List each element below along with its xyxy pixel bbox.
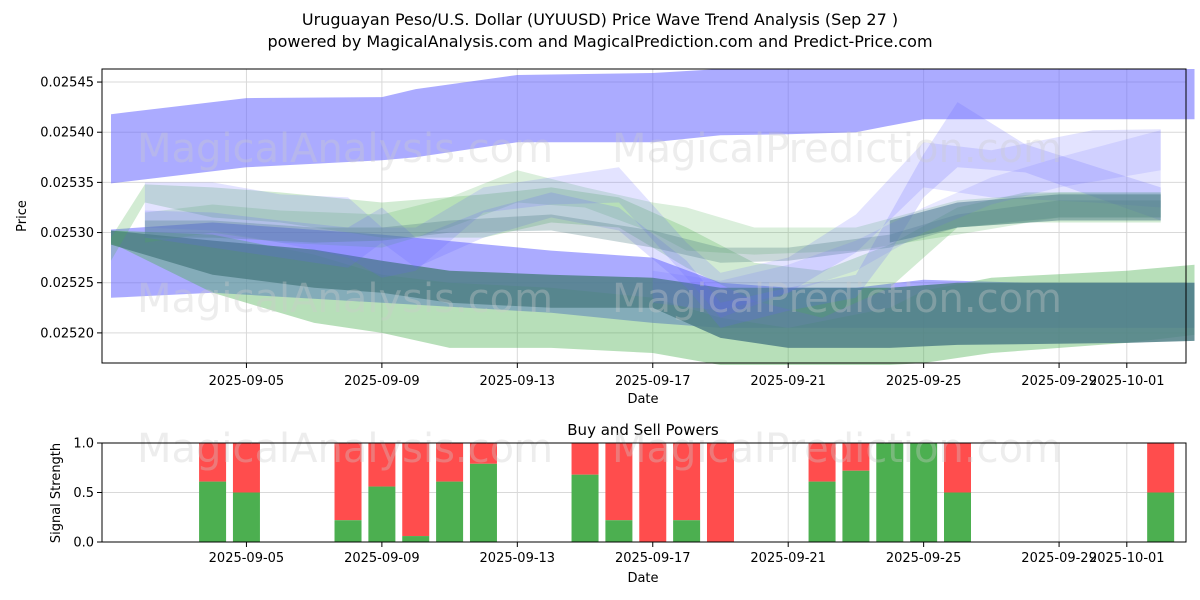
signal-x-tick-label: 2025-09-17 (615, 551, 691, 566)
watermark-prediction: MagicalPrediction.com (612, 276, 1062, 322)
signal-x-axis: 2025-09-05 2025-09-09 2025-09-13 2025-09-17… (209, 542, 1165, 566)
wave-band-green (111, 184, 1161, 318)
price-y-axis: 0.02520 0.02525 0.02530 0.02535 0.02540 0.025… (40, 76, 102, 341)
price-y-label: Price (15, 200, 30, 232)
signal-x-label: Date (627, 571, 658, 586)
signal-y-axis: 0.0 0.5 1.0 (73, 437, 102, 551)
price-y-tick-label: 0.02540 (40, 126, 94, 141)
watermark-prediction: MagicalPrediction.com (612, 126, 1062, 172)
signal-x-tick-label: 2025-09-29 (1021, 551, 1097, 566)
buy-power-bar (571, 474, 599, 542)
sell-power-bar (673, 443, 701, 521)
signal-x-tick-label: 2025-09-25 (886, 551, 962, 566)
buy-power-bar (944, 492, 971, 542)
wave-band-blue (144, 129, 1161, 318)
price-plot-frame (101, 68, 1187, 364)
price-x-tick-label: 2025-09-25 (886, 374, 962, 389)
sell-power-bar (368, 443, 396, 487)
buy-power-bar (605, 520, 633, 542)
signal-x-tick-label: 2025-09-13 (480, 551, 556, 566)
sell-power-bar (639, 443, 667, 542)
signal-x-tick-label: 2025-09-09 (344, 551, 420, 566)
buy-power-bar (334, 520, 362, 542)
buy-power-bar (1147, 492, 1175, 542)
buy-power-bar (436, 481, 464, 542)
price-y-tick-label: 0.02530 (40, 226, 94, 241)
price-x-label: Date (627, 392, 658, 407)
signal-bars (199, 443, 1175, 542)
chart-title-line1: Uruguayan Peso/U.S. Dollar (UYUUSD) Pric… (302, 10, 898, 29)
sell-power-bar (334, 443, 362, 521)
buy-power-bar (808, 481, 836, 542)
price-y-tick-label: 0.02545 (40, 76, 94, 91)
sell-power-bar (402, 443, 430, 537)
price-watermarks: MagicalAnalysis.com MagicalPrediction.co… (137, 126, 1062, 322)
wave-band-blue (652, 130, 1161, 311)
signal-x-tick-label: 2025-09-05 (209, 551, 285, 566)
signal-y-tick-label: 0.0 (73, 536, 94, 551)
buy-sell-title: Buy and Sell Powers (567, 421, 719, 439)
buy-power-bar (368, 486, 396, 542)
buy-power-bar (876, 443, 904, 542)
wave-band-blue (111, 69, 1195, 184)
signal-y-tick-label: 0.5 (73, 486, 94, 501)
buy-power-bar (232, 492, 260, 542)
watermark-analysis: MagicalAnalysis.com (137, 276, 553, 322)
price-y-tick-label: 0.02525 (40, 276, 94, 291)
price-x-tick-label: 2025-09-29 (1021, 374, 1097, 389)
price-x-axis: 2025-09-05 2025-09-09 2025-09-13 2025-09-17… (209, 363, 1165, 389)
price-x-tick-label: 2025-09-09 (344, 374, 420, 389)
signal-y-label: Signal Strength (49, 443, 64, 543)
sell-power-bar (199, 443, 227, 482)
price-x-tick-label: 2025-09-05 (209, 374, 285, 389)
signal-y-tick-label: 1.0 (73, 437, 94, 452)
sell-power-bar (436, 443, 464, 482)
buy-power-bar (199, 481, 227, 542)
price-x-tick-label: 2025-09-21 (750, 374, 826, 389)
buy-power-bar (402, 536, 430, 542)
price-wave-bands (111, 69, 1195, 365)
wave-band-teal (144, 200, 1161, 263)
buy-power-bar (469, 463, 497, 542)
price-wave-panel: MagicalAnalysis.com MagicalPrediction.co… (15, 68, 1195, 407)
watermark-prediction: MagicalPrediction.com (612, 426, 1062, 472)
sell-power-bar (808, 443, 836, 482)
price-x-tick-label: 2025-09-17 (615, 374, 691, 389)
signal-x-tick-label: 2025-10-01 (1089, 551, 1165, 566)
signal-x-tick-label: 2025-09-21 (750, 551, 826, 566)
buy-power-bar (842, 470, 870, 542)
watermark-analysis: MagicalAnalysis.com (137, 426, 553, 472)
sell-power-bar (605, 443, 633, 521)
buy-sell-panel: Buy and Sell Powers MagicalAnalysis.com … (49, 421, 1187, 586)
price-x-tick-label: 2025-09-13 (480, 374, 556, 389)
sell-power-bar (571, 443, 599, 475)
sell-power-bar (842, 443, 870, 471)
wave-band-teal (889, 194, 1161, 243)
price-y-tick-label: 0.02535 (40, 176, 94, 191)
sell-power-bar (469, 443, 497, 464)
price-y-tick-label: 0.02520 (40, 326, 94, 341)
sell-power-bar (944, 443, 971, 493)
chart-title-line2: powered by MagicalAnalysis.com and Magic… (267, 32, 932, 51)
watermark-analysis: MagicalAnalysis.com (137, 126, 553, 172)
wave-band-teal (111, 230, 1195, 348)
sell-power-bar (232, 443, 260, 493)
sell-power-bar (706, 443, 734, 542)
sell-power-bar (1147, 443, 1175, 493)
buy-power-bar (910, 443, 938, 542)
buy-power-bar (673, 520, 701, 542)
price-x-tick-label: 2025-10-01 (1089, 374, 1165, 389)
signal-watermarks: MagicalAnalysis.com MagicalPrediction.co… (137, 426, 1062, 472)
